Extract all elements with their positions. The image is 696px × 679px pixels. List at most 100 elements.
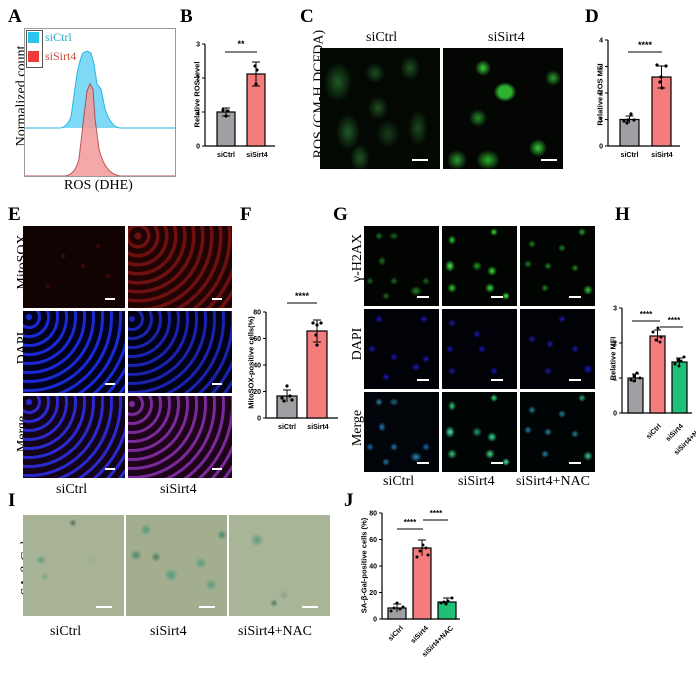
svg-text:2: 2 [613, 341, 617, 348]
panel-e-col-sictrl: siCtrl [56, 482, 88, 497]
significance-f: **** [295, 291, 310, 301]
panel-i-col-sisirt4-nac: siSirt4+NAC [238, 624, 313, 639]
svg-text:60: 60 [369, 537, 377, 544]
svg-text:2: 2 [599, 91, 603, 98]
panel-c-col-sictrl: siCtrl [366, 30, 398, 45]
scale-bar [491, 462, 503, 464]
micrograph-i-sictrl [23, 515, 124, 616]
svg-text:0: 0 [599, 144, 603, 151]
bar-chart-d: 0 1 2 3 4 **** siCtrl siSirt4 [599, 38, 680, 159]
svg-text:siCtrl: siCtrl [278, 424, 296, 431]
scale-bar [212, 468, 222, 470]
svg-text:20: 20 [369, 590, 377, 597]
micrograph-e-dapi-sisirt4 [128, 311, 232, 393]
significance-j-1: **** [404, 518, 417, 527]
panel-label-j: J [344, 490, 354, 511]
panel-g-col-sictrl: siCtrl [383, 474, 415, 489]
svg-text:60: 60 [253, 336, 261, 343]
svg-text:siCtrl: siCtrl [217, 152, 235, 159]
scale-bar [491, 296, 503, 298]
panel-g-col-sisirt4-nac: siSirt4+NAC [516, 474, 591, 489]
significance-j-2: **** [430, 509, 443, 518]
micrograph-e-mitosox-sisirt4 [128, 226, 232, 308]
bar-chart-h: 0 1 2 3 **** **** [613, 306, 692, 418]
micrograph-g-h2ax-sictrl [364, 226, 439, 306]
scale-bar [417, 462, 429, 464]
significance-b: ** [237, 39, 245, 49]
panel-j-ylabel: SA-β-Gal-positive cells (%) [359, 517, 369, 614]
panel-b-chart: 0 1 2 3 ** siCtrl siSirt4 Relative ROS l… [175, 30, 295, 170]
panel-g-col-sisirt4: siSirt4 [458, 474, 495, 489]
micrograph-e-merge-sictrl [23, 396, 125, 478]
micrograph-g-merge-sictrl [364, 392, 439, 472]
panel-d-ylabel: Relative ROS MFI [595, 63, 605, 126]
micrograph-g-merge-sisirt4 [442, 392, 517, 472]
scale-bar [412, 159, 428, 161]
panel-label-a: A [8, 6, 22, 27]
scale-bar [541, 159, 557, 161]
svg-text:1: 1 [613, 376, 617, 383]
scale-bar [96, 606, 112, 608]
panel-f-ylabel: MitoSOX-positive cells(%) [246, 316, 256, 409]
svg-text:3: 3 [599, 64, 603, 71]
scale-bar [491, 379, 503, 381]
legend-swatch-sisirt4 [28, 51, 39, 62]
svg-text:0: 0 [257, 416, 261, 423]
micrograph-e-merge-sisirt4 [128, 396, 232, 478]
panel-h-chart: 0 1 2 3 **** **** Relative MFI siCtrl si… [596, 218, 696, 457]
panel-label-i: I [8, 490, 16, 511]
micrograph-e-mitosox-sictrl [23, 226, 125, 308]
svg-text:80: 80 [369, 511, 377, 518]
svg-text:siSirt4: siSirt4 [651, 152, 673, 159]
svg-text:1: 1 [196, 110, 200, 117]
scale-bar [212, 383, 222, 385]
significance-h-1: **** [640, 310, 653, 319]
micrograph-c-sisirt4 [443, 48, 563, 169]
micrograph-g-h2ax-sisirt4-nac [520, 226, 595, 306]
significance-d: **** [638, 40, 653, 50]
panel-label-h: H [615, 204, 630, 225]
legend-swatch-sictrl [28, 32, 39, 43]
micrograph-g-dapi-sisirt4-nac [520, 309, 595, 389]
micrograph-i-sisirt4-nac [229, 515, 330, 616]
legend-label-sictrl: siCtrl [45, 30, 72, 44]
svg-text:0: 0 [613, 411, 617, 418]
panel-c-col-sisirt4: siSirt4 [488, 30, 525, 45]
panel-a-histogram: siCtrl siSirt4 [24, 28, 176, 177]
scale-bar [569, 462, 581, 464]
svg-text:40: 40 [253, 363, 261, 370]
svg-text:siCtrl: siCtrl [621, 152, 639, 159]
svg-text:3: 3 [196, 42, 200, 49]
micrograph-g-merge-sisirt4-nac [520, 392, 595, 472]
panel-d-chart: 0 1 2 3 4 **** siCtrl siSirt4 Relative R… [580, 30, 696, 170]
panel-label-g: G [333, 204, 348, 225]
panel-i-col-sictrl: siCtrl [50, 624, 82, 639]
histogram-plot [25, 50, 175, 177]
panel-e-col-sisirt4: siSirt4 [160, 482, 197, 497]
scale-bar [569, 379, 581, 381]
scale-bar [212, 298, 222, 300]
svg-text:3: 3 [613, 306, 617, 313]
micrograph-g-dapi-sictrl [364, 309, 439, 389]
svg-text:20: 20 [253, 389, 261, 396]
panel-f-chart: 0 20 40 60 80 **** siCtrl siSirt4 MitoSO… [240, 288, 340, 448]
panel-i-col-sisirt4: siSirt4 [150, 624, 187, 639]
scale-bar [302, 606, 318, 608]
panel-h-ylabel: Relative MFI [608, 336, 618, 381]
micrograph-e-dapi-sictrl [23, 311, 125, 393]
scale-bar [417, 296, 429, 298]
legend-label-sisirt4: siSirt4 [45, 49, 77, 63]
legend [26, 30, 43, 68]
svg-text:siSirt4: siSirt4 [307, 424, 329, 431]
panel-j-chart: 0 20 40 60 80 **** **** SA-β-Gal-positiv… [350, 505, 470, 668]
svg-text:2: 2 [196, 76, 200, 83]
significance-h-2: **** [668, 316, 681, 325]
bar-chart-f: 0 20 40 60 80 **** siCtrl siSirt4 [253, 291, 338, 431]
scale-bar [569, 296, 581, 298]
micrograph-g-h2ax-sisirt4 [442, 226, 517, 306]
svg-text:80: 80 [253, 310, 261, 317]
scale-bar [417, 379, 429, 381]
svg-text:siSirt4: siSirt4 [246, 152, 268, 159]
micrograph-g-dapi-sisirt4 [442, 309, 517, 389]
panel-label-b: B [180, 6, 193, 27]
